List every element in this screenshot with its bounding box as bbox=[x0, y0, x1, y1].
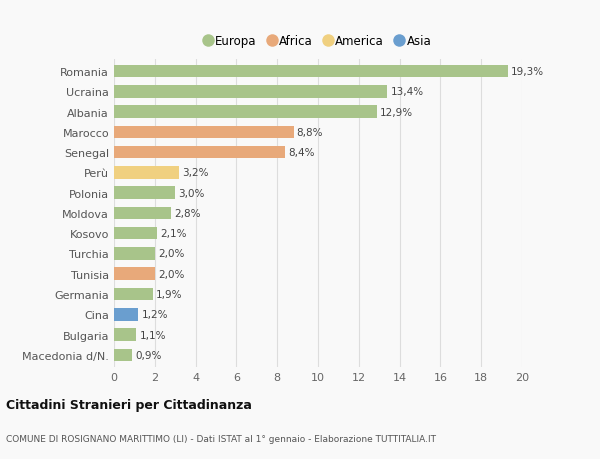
Bar bbox=[114, 349, 133, 361]
Bar bbox=[114, 268, 155, 280]
Text: 0,9%: 0,9% bbox=[136, 350, 162, 360]
Bar bbox=[114, 167, 179, 179]
Text: 1,9%: 1,9% bbox=[156, 289, 182, 299]
Text: 2,0%: 2,0% bbox=[158, 249, 184, 259]
Bar bbox=[114, 329, 136, 341]
Bar bbox=[114, 126, 293, 139]
Text: 3,2%: 3,2% bbox=[182, 168, 209, 178]
Bar bbox=[114, 106, 377, 118]
Text: 1,2%: 1,2% bbox=[142, 310, 168, 319]
Bar bbox=[114, 187, 175, 200]
Text: 2,8%: 2,8% bbox=[174, 208, 200, 218]
Bar bbox=[114, 86, 388, 98]
Bar bbox=[114, 288, 153, 301]
Bar bbox=[114, 146, 286, 159]
Text: 2,0%: 2,0% bbox=[158, 269, 184, 279]
Text: 3,0%: 3,0% bbox=[178, 188, 205, 198]
Text: 2,1%: 2,1% bbox=[160, 229, 187, 239]
Text: 12,9%: 12,9% bbox=[380, 107, 413, 117]
Text: 19,3%: 19,3% bbox=[511, 67, 544, 77]
Text: 13,4%: 13,4% bbox=[391, 87, 424, 97]
Legend: Europa, Africa, America, Asia: Europa, Africa, America, Asia bbox=[201, 32, 435, 52]
Text: 8,4%: 8,4% bbox=[289, 148, 315, 158]
Bar bbox=[114, 207, 171, 220]
Bar bbox=[114, 227, 157, 240]
Bar bbox=[114, 247, 155, 260]
Text: COMUNE DI ROSIGNANO MARITTIMO (LI) - Dati ISTAT al 1° gennaio - Elaborazione TUT: COMUNE DI ROSIGNANO MARITTIMO (LI) - Dat… bbox=[6, 434, 436, 442]
Text: 8,8%: 8,8% bbox=[296, 128, 323, 138]
Bar bbox=[114, 66, 508, 78]
Text: Cittadini Stranieri per Cittadinanza: Cittadini Stranieri per Cittadinanza bbox=[6, 398, 252, 412]
Text: 1,1%: 1,1% bbox=[139, 330, 166, 340]
Bar bbox=[114, 308, 139, 321]
